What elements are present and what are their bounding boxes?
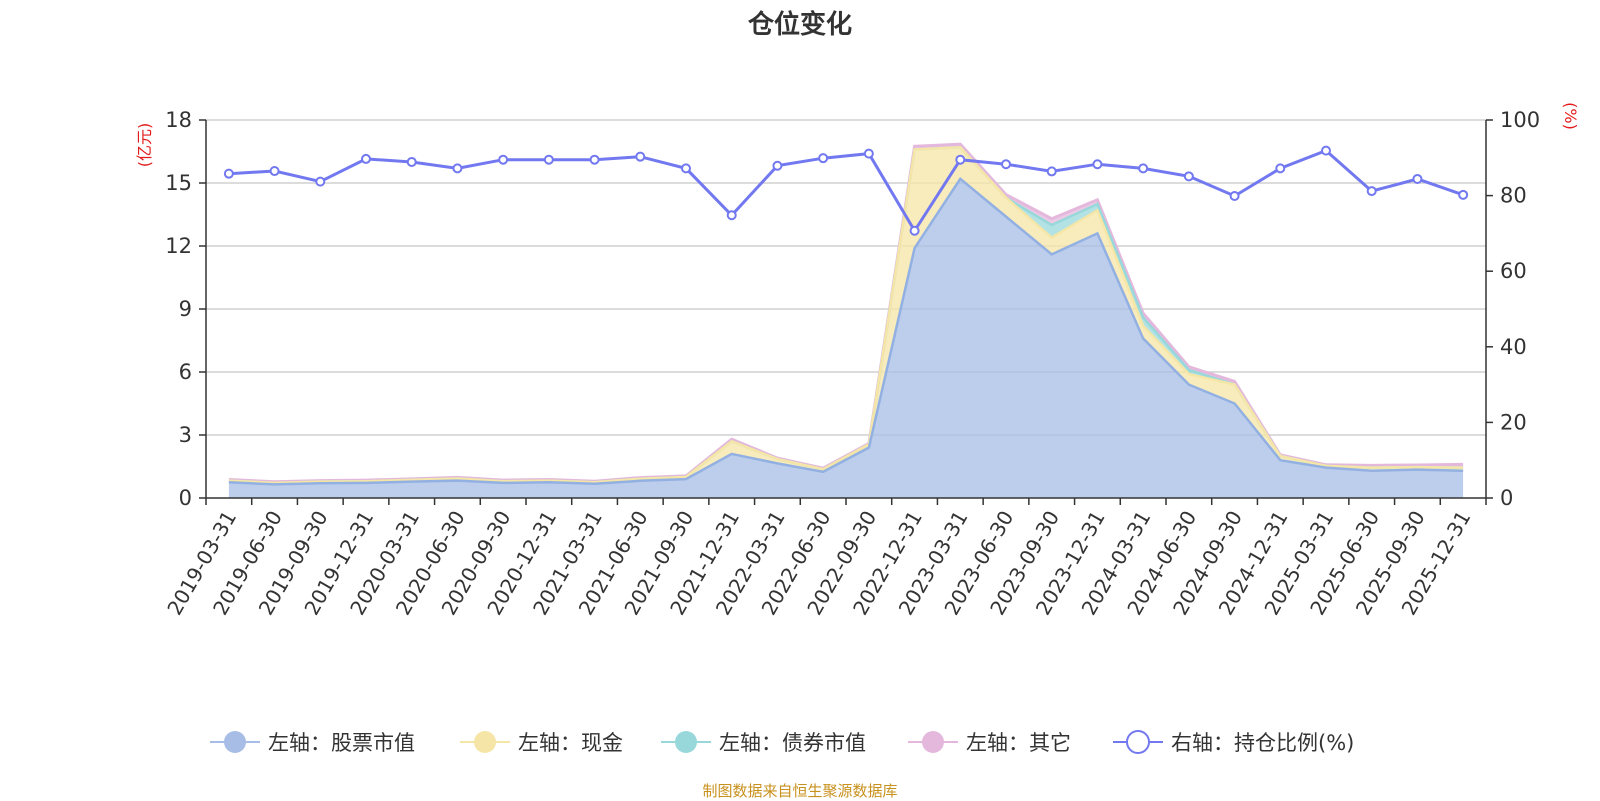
ratio-point bbox=[1046, 166, 1057, 177]
area-line-0 bbox=[228, 176, 1464, 486]
legend: 左轴：股票市值 左轴：现金 左轴：债券市值 左轴：其它 右轴：持仓比例(%) bbox=[0, 722, 1600, 762]
ratio-point bbox=[1138, 163, 1149, 174]
left-tick-label: 12 bbox=[165, 234, 192, 258]
ratio-point bbox=[1412, 173, 1423, 184]
stacked-areas bbox=[228, 142, 1464, 499]
ratio-point bbox=[1001, 159, 1011, 170]
area-1 bbox=[228, 147, 1464, 485]
ratio-point bbox=[1183, 171, 1194, 182]
axes: 2019-03-312019-06-302019-09-302019-12-31… bbox=[162, 120, 1487, 619]
left-tick-label: 0 bbox=[179, 486, 192, 510]
ratio-path bbox=[228, 148, 1464, 234]
ratio-point bbox=[726, 210, 737, 221]
legend-marker-icon bbox=[908, 731, 958, 753]
ratio-point bbox=[772, 160, 783, 171]
ratio-point bbox=[635, 151, 646, 162]
legend-label: 右轴：持仓比例(%) bbox=[1171, 731, 1355, 755]
area-line-1 bbox=[228, 146, 1464, 485]
ratio-point bbox=[955, 154, 966, 165]
right-tick-label: 40 bbox=[1500, 335, 1527, 359]
legend-item[interactable]: 左轴：股票市值 bbox=[210, 722, 415, 762]
left-tick-label: 6 bbox=[179, 360, 192, 384]
legend-marker-icon bbox=[661, 731, 711, 753]
ratio-point bbox=[1229, 190, 1240, 201]
ratio-point bbox=[452, 163, 463, 174]
ratio-point bbox=[498, 154, 509, 165]
ratio-point bbox=[681, 163, 691, 174]
right-axis-unit: (%) bbox=[1561, 102, 1580, 130]
left-tick-label: 18 bbox=[165, 108, 192, 132]
legend-item[interactable]: 右轴：持仓比例(%) bbox=[1113, 722, 1354, 762]
ratio-point bbox=[909, 225, 920, 236]
left-tick-label: 9 bbox=[179, 297, 192, 321]
ratio-line bbox=[223, 145, 1469, 236]
left-tick-label: 3 bbox=[179, 423, 192, 447]
ratio-point bbox=[589, 154, 600, 165]
area-line-2 bbox=[228, 146, 1464, 485]
left-axis-unit: (亿元) bbox=[135, 123, 154, 168]
right-tick-label: 80 bbox=[1500, 184, 1527, 208]
right-tick-label: 20 bbox=[1500, 410, 1527, 434]
right-tick-label: 100 bbox=[1500, 108, 1540, 132]
ratio-point bbox=[1458, 189, 1469, 200]
legend-marker-icon bbox=[1113, 730, 1163, 754]
right-tick-label: 0 bbox=[1500, 486, 1513, 510]
ratio-point bbox=[1321, 145, 1331, 156]
chart-title: 仓位变化 bbox=[747, 10, 852, 40]
legend-label: 左轴：债券市值 bbox=[719, 731, 866, 755]
legend-item[interactable]: 左轴：其它 bbox=[908, 722, 1071, 762]
legend-item[interactable]: 左轴：债券市值 bbox=[661, 722, 866, 762]
ratio-point bbox=[1366, 186, 1377, 197]
area-2 bbox=[228, 147, 1464, 483]
legend-label: 左轴：现金 bbox=[518, 731, 623, 755]
left-tick-label: 15 bbox=[165, 171, 192, 195]
area-0 bbox=[228, 178, 1464, 499]
ratio-point bbox=[361, 153, 371, 164]
legend-marker-icon bbox=[210, 731, 260, 753]
ratio-point bbox=[543, 154, 554, 165]
ratio-point bbox=[315, 176, 326, 187]
ratio-point bbox=[269, 166, 280, 177]
area-3 bbox=[228, 144, 1464, 483]
ratio-point bbox=[818, 153, 829, 164]
legend-item[interactable]: 左轴：现金 bbox=[460, 722, 623, 762]
legend-label: 左轴：其它 bbox=[966, 731, 1071, 755]
area-line-3 bbox=[228, 142, 1464, 484]
legend-marker-icon bbox=[460, 731, 510, 753]
ratio-point bbox=[1275, 163, 1286, 174]
ratio-point bbox=[1092, 159, 1103, 170]
right-tick-label: 60 bbox=[1500, 259, 1527, 283]
legend-label: 左轴：股票市值 bbox=[268, 731, 415, 755]
ratio-point bbox=[223, 168, 234, 179]
ratio-point bbox=[863, 148, 874, 159]
ratio-point bbox=[406, 156, 417, 167]
gridlines: 0 3 6 9 12 15 18 0 20 40 60 80 100 bbox=[165, 108, 1540, 510]
source-note: 制图数据来自恒生聚源数据库 bbox=[702, 782, 898, 800]
